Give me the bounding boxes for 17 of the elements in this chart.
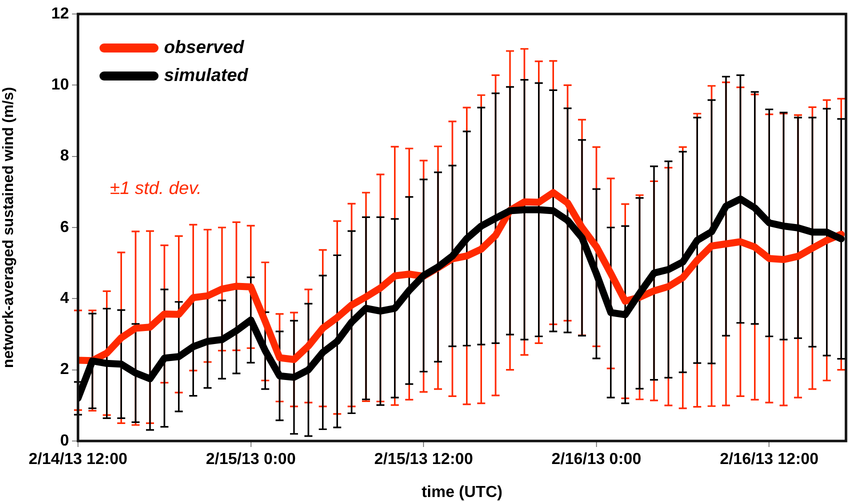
legend-label: simulated (164, 64, 250, 85)
x-tick-label: 2/14/13 12:00 (28, 451, 128, 468)
x-tick-label: 2/15/13 0:00 (206, 451, 296, 468)
y-tick-label: 8 (60, 148, 70, 165)
y-tick-label: 4 (60, 290, 70, 308)
y-tick-label: 10 (51, 76, 70, 94)
y-tick-label: 0 (60, 432, 70, 450)
annotation: ±1 std. dev. (110, 178, 202, 198)
y-tick-label: 2 (60, 361, 70, 378)
x-axis-title: time (UTC) (422, 484, 502, 501)
y-tick-label: 6 (60, 218, 70, 236)
y-axis-title: network-averaged sustained wind (m/s) (0, 87, 18, 368)
x-tick-label: 2/16/13 0:00 (551, 451, 642, 468)
x-tick-label: 2/16/13 12:00 (720, 451, 819, 468)
y-tick-label: 12 (51, 5, 70, 22)
x-tick-label: 2/15/13 12:00 (374, 451, 474, 468)
legend-label: observed (164, 36, 246, 57)
